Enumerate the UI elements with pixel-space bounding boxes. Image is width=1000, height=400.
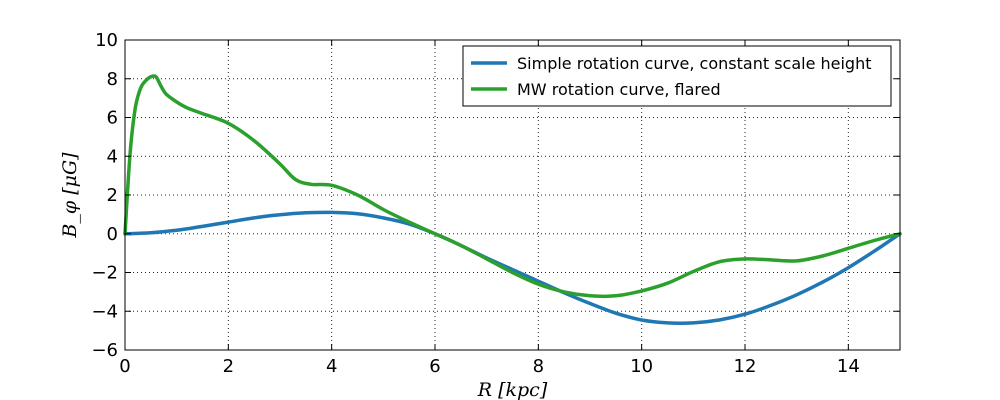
x-tick-label: 6 (429, 356, 440, 377)
y-tick-label: 8 (107, 69, 118, 90)
legend-label-1: Simple rotation curve, constant scale he… (517, 54, 872, 73)
series-lines (123, 74, 902, 326)
y-tick-label: 0 (107, 224, 118, 245)
series-line-1 (123, 210, 902, 326)
x-tick-label: 10 (630, 356, 653, 377)
y-tick-label: 2 (107, 185, 118, 206)
axis-ticks (124, 39, 900, 351)
x-tick-label: 0 (119, 356, 130, 377)
axis-labels: 0 2 4 6 8 10 12 14 −6 −4 −2 0 2 4 6 8 10 R [kpc] B_φ [μG] (59, 30, 860, 400)
y-tick-label: −2 (91, 263, 118, 284)
y-tick-label: −6 (91, 340, 118, 361)
legend-label-2: MW rotation curve, flared (517, 80, 721, 99)
x-tick-label: 8 (533, 356, 544, 377)
x-tick-label: 2 (223, 356, 234, 377)
y-tick-label: 4 (107, 146, 118, 167)
y-axis-label: B_φ [μG] (59, 152, 81, 239)
y-tick-label: 6 (107, 108, 118, 129)
legend-box (462, 45, 892, 107)
x-tick-label: 14 (837, 356, 860, 377)
y-tick-label: −4 (91, 301, 118, 322)
legend: Simple rotation curve, constant scale he… (462, 45, 892, 107)
x-axis-label: R [kpc] (477, 379, 548, 400)
x-tick-label: 12 (734, 356, 757, 377)
y-tick-label: 10 (95, 30, 118, 51)
series-line-2 (123, 74, 902, 299)
x-tick-label: 4 (326, 356, 337, 377)
